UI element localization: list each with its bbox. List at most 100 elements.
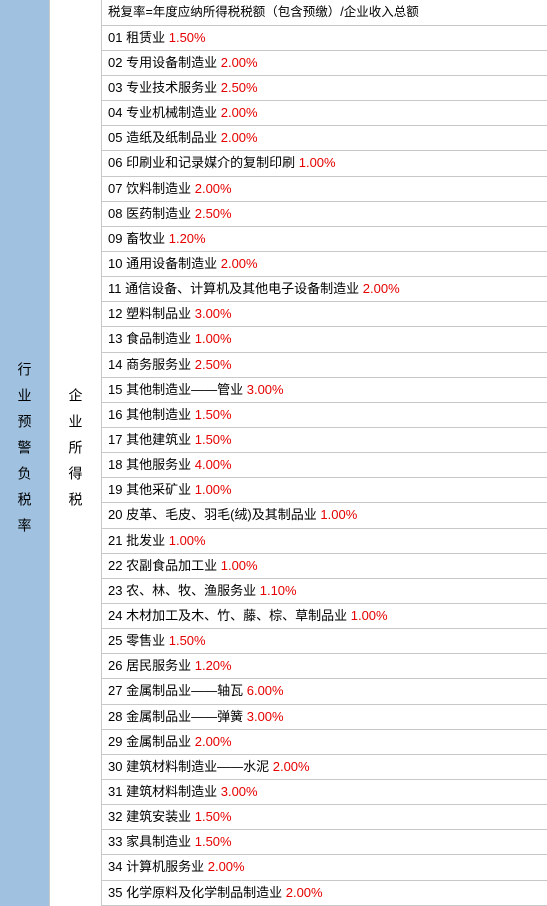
- row-number: 21: [108, 533, 122, 548]
- table-row: 27 金属制品业——轴瓦 6.00%: [102, 679, 547, 704]
- table-row: 19 其他采矿业 1.00%: [102, 478, 547, 503]
- table-row: 30 建筑材料制造业——水泥 2.00%: [102, 755, 547, 780]
- table-row: 25 零售业 1.50%: [102, 629, 547, 654]
- industry-name: 医药制造业: [126, 206, 191, 221]
- table-row: 04 专业机械制造业 2.00%: [102, 101, 547, 126]
- category-column: 行业预警负税率: [0, 0, 50, 906]
- table-row: 18 其他服务业 4.00%: [102, 453, 547, 478]
- tax-rate: 2.00%: [221, 55, 258, 70]
- row-number: 13: [108, 331, 122, 346]
- industry-name: 金属制品业: [126, 734, 191, 749]
- tax-rate: 1.10%: [260, 583, 297, 598]
- row-number: 29: [108, 734, 122, 749]
- table-row: 06 印刷业和记录媒介的复制印刷 1.00%: [102, 151, 547, 176]
- row-number: 20: [108, 507, 122, 522]
- table-row: 01 租赁业 1.50%: [102, 26, 547, 51]
- table-row: 11 通信设备、计算机及其他电子设备制造业 2.00%: [102, 277, 547, 302]
- tax-rate: 2.50%: [195, 206, 232, 221]
- industry-name: 专用设备制造业: [126, 55, 217, 70]
- row-number: 34: [108, 859, 122, 874]
- row-number: 35: [108, 885, 122, 900]
- tax-type-column: 企业所得税: [50, 0, 102, 906]
- row-number: 10: [108, 256, 122, 271]
- tax-type-label: 企业所得税: [66, 388, 86, 518]
- tax-rate: 2.00%: [208, 859, 245, 874]
- industry-name: 印刷业和记录媒介的复制印刷: [126, 155, 295, 170]
- industry-name: 租赁业: [126, 30, 165, 45]
- row-number: 28: [108, 709, 122, 724]
- tax-rate: 1.00%: [299, 155, 336, 170]
- tax-rate: 1.00%: [195, 482, 232, 497]
- tax-rate: 2.00%: [286, 885, 323, 900]
- industry-name: 批发业: [126, 533, 165, 548]
- row-number: 15: [108, 382, 122, 397]
- tax-rate: 2.00%: [221, 256, 258, 271]
- industry-name: 居民服务业: [126, 658, 191, 673]
- industry-name: 专业技术服务业: [126, 80, 217, 95]
- industry-name: 建筑材料制造业——水泥: [126, 759, 269, 774]
- table-row: 13 食品制造业 1.00%: [102, 327, 547, 352]
- industry-name: 家具制造业: [126, 834, 191, 849]
- industry-name: 零售业: [126, 633, 165, 648]
- row-number: 07: [108, 181, 122, 196]
- table-row: 23 农、林、牧、渔服务业 1.10%: [102, 579, 547, 604]
- industry-name: 化学原料及化学制品制造业: [126, 885, 282, 900]
- row-number: 30: [108, 759, 122, 774]
- industry-name: 金属制品业——弹簧: [126, 709, 243, 724]
- industry-name: 其他建筑业: [126, 432, 191, 447]
- tax-rate: 1.50%: [169, 30, 206, 45]
- tax-rate: 1.20%: [169, 231, 206, 246]
- tax-rate: 3.00%: [247, 382, 284, 397]
- tax-rate: 2.00%: [363, 281, 400, 296]
- industry-name: 其他制造业——管业: [126, 382, 243, 397]
- row-number: 24: [108, 608, 122, 623]
- tax-rate: 1.50%: [195, 809, 232, 824]
- table-row: 02 专用设备制造业 2.00%: [102, 51, 547, 76]
- data-column: 税复率=年度应纳所得税税额（包含预缴）/企业收入总额 01 租赁业 1.50%0…: [102, 0, 547, 906]
- tax-rate: 1.00%: [320, 507, 357, 522]
- table-row: 20 皮革、毛皮、羽毛(绒)及其制品业 1.00%: [102, 503, 547, 528]
- industry-name: 其他采矿业: [126, 482, 191, 497]
- category-label: 行业预警负税率: [15, 362, 35, 544]
- table-row: 08 医药制造业 2.50%: [102, 202, 547, 227]
- row-number: 17: [108, 432, 122, 447]
- table-row: 16 其他制造业 1.50%: [102, 403, 547, 428]
- row-number: 11: [108, 281, 122, 296]
- tax-rate: 1.00%: [221, 558, 258, 573]
- row-number: 31: [108, 784, 122, 799]
- tax-rate: 2.00%: [195, 734, 232, 749]
- tax-rate: 1.20%: [195, 658, 232, 673]
- table-row: 03 专业技术服务业 2.50%: [102, 76, 547, 101]
- industry-name: 塑料制品业: [126, 306, 191, 321]
- industry-name: 农副食品加工业: [126, 558, 217, 573]
- industry-name: 通用设备制造业: [126, 256, 217, 271]
- industry-name: 金属制品业——轴瓦: [126, 683, 243, 698]
- row-number: 14: [108, 357, 122, 372]
- tax-rate: 2.00%: [195, 181, 232, 196]
- table-row: 28 金属制品业——弹簧 3.00%: [102, 705, 547, 730]
- industry-name: 木材加工及木、竹、藤、棕、草制品业: [126, 608, 347, 623]
- row-number: 19: [108, 482, 122, 497]
- row-number: 26: [108, 658, 122, 673]
- row-number: 32: [108, 809, 122, 824]
- industry-name: 建筑材料制造业: [126, 784, 217, 799]
- table-row: 09 畜牧业 1.20%: [102, 227, 547, 252]
- industry-name: 饮料制造业: [126, 181, 191, 196]
- table-row: 15 其他制造业——管业 3.00%: [102, 378, 547, 403]
- table-row: 31 建筑材料制造业 3.00%: [102, 780, 547, 805]
- table-row: 32 建筑安装业 1.50%: [102, 805, 547, 830]
- industry-name: 其他制造业: [126, 407, 191, 422]
- tax-rate: 1.00%: [169, 533, 206, 548]
- row-number: 03: [108, 80, 122, 95]
- tax-rate: 1.50%: [195, 834, 232, 849]
- industry-name: 其他服务业: [126, 457, 191, 472]
- row-number: 04: [108, 105, 122, 120]
- industry-name: 食品制造业: [126, 331, 191, 346]
- table-row: 35 化学原料及化学制品制造业 2.00%: [102, 881, 547, 906]
- row-number: 16: [108, 407, 122, 422]
- table-row: 29 金属制品业 2.00%: [102, 730, 547, 755]
- industry-name: 建筑安装业: [126, 809, 191, 824]
- tax-rate: 1.00%: [195, 331, 232, 346]
- table-row: 10 通用设备制造业 2.00%: [102, 252, 547, 277]
- table-row: 17 其他建筑业 1.50%: [102, 428, 547, 453]
